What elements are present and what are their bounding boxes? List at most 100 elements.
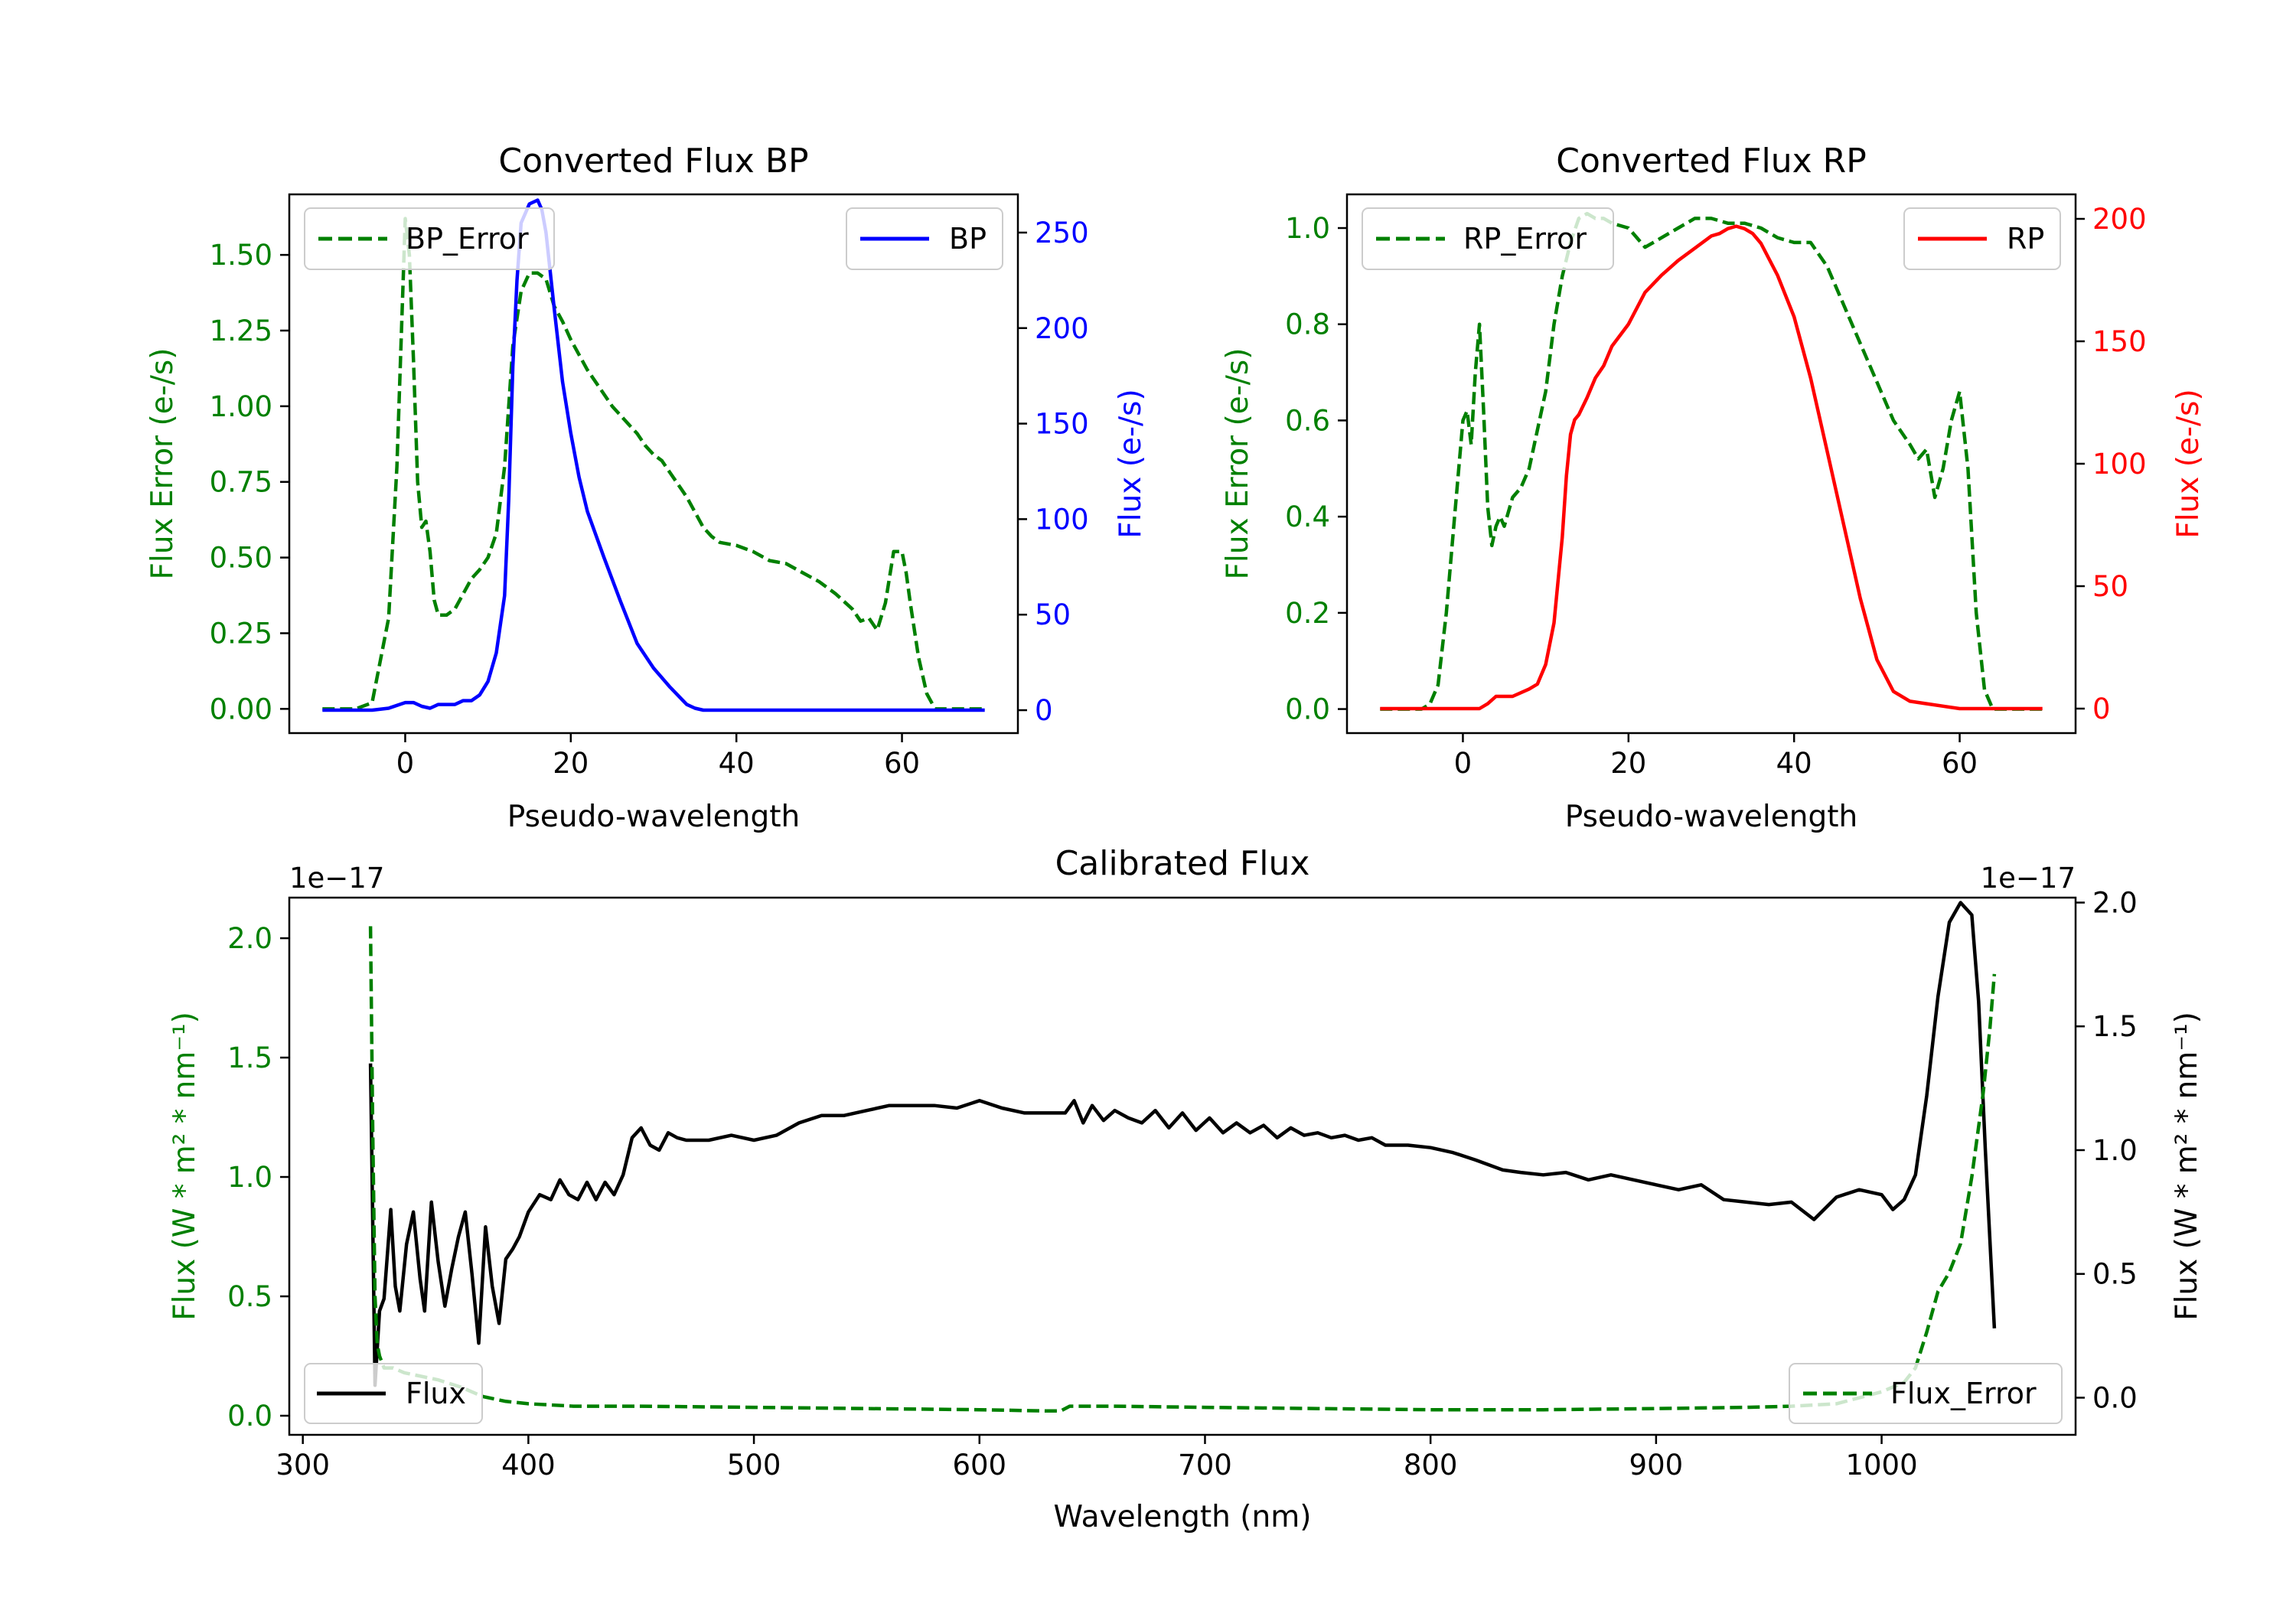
calibrated-x-ticks: 300 400 500 600 700 800 900 1000 (276, 1449, 1917, 1482)
rp-xtick-label: 60 (1942, 747, 1978, 780)
bp-panel: Converted Flux BP 0 20 40 60 0.00 0.25 0… (145, 142, 1148, 834)
rp-right-y-ticks: 0 50 100 150 200 (2092, 203, 2147, 725)
calibrated-left-ytick-label: 0.5 (227, 1280, 272, 1313)
calibrated-right-ytick-label: 0.5 (2092, 1258, 2138, 1291)
bp-right-ytick-label: 200 (1035, 312, 1089, 345)
rp-left-y-ticks: 0.0 0.2 0.4 0.6 0.8 1.0 (1285, 212, 1330, 726)
rp-title: Converted Flux RP (1556, 142, 1867, 181)
calibrated-legend-right-box (1789, 1363, 2063, 1424)
bp-legend-left-label: BP_Error (406, 222, 529, 256)
rp-xtick-label: 20 (1610, 747, 1646, 780)
calibrated-xtick-label: 500 (727, 1449, 781, 1482)
calibrated-xtick-label: 700 (1178, 1449, 1232, 1482)
bp-left-ytick-label: 0.50 (210, 542, 272, 575)
bp-series-bp-error-line (322, 217, 985, 711)
calibrated-title: Calibrated Flux (1055, 844, 1310, 883)
bp-x-axis-label: Pseudo-wavelength (507, 800, 800, 834)
bp-xtick-label: 20 (553, 747, 589, 780)
rp-left-ytick-label: 0.2 (1285, 597, 1330, 630)
bp-legend-left: BP_Error (304, 207, 555, 270)
calibrated-xtick-label: 400 (501, 1449, 556, 1482)
rp-left-ytick-label: 0.0 (1285, 693, 1330, 726)
rp-right-ytick-label: 0 (2092, 693, 2111, 725)
rp-x-ticks: 0 20 40 60 (1454, 747, 1978, 780)
calibrated-right-offset: 1e−17 (1981, 862, 2076, 895)
calibrated-axes-frame (288, 896, 2077, 1436)
rp-series-rp-error-line (1380, 211, 2043, 711)
bp-left-ytick-label: 0.25 (210, 617, 272, 650)
rp-xtick-label: 0 (1454, 747, 1473, 780)
rp-left-ytick-label: 0.8 (1285, 308, 1330, 341)
rp-right-ytick-label: 100 (2092, 448, 2147, 481)
bp-right-ytick-label: 0 (1035, 694, 1053, 727)
bp-xtick-label: 60 (884, 747, 920, 780)
bp-x-ticks: 0 20 40 60 (396, 747, 920, 780)
bp-right-y-axis-label: Flux (e-/s) (1114, 389, 1148, 538)
bp-right-y-ticks: 0 50 100 150 200 250 (1035, 217, 1089, 727)
rp-plot-area (1380, 211, 2043, 711)
bp-legend-left-box (304, 207, 555, 270)
calibrated-left-ytick-label: 0.0 (227, 1400, 272, 1433)
calibrated-panel: Calibrated Flux 1e−17 1e−17 300 400 500 … (168, 844, 2204, 1534)
rp-right-y-axis-label: Flux (e-/s) (2171, 389, 2206, 538)
bp-xtick-label: 40 (719, 747, 755, 780)
bp-left-ytick-label: 1.25 (210, 315, 272, 347)
bp-xtick-label: 0 (396, 747, 415, 780)
calibrated-legend-left-box (304, 1363, 483, 1424)
rp-right-ytick-label: 200 (2092, 203, 2147, 236)
bp-left-y-ticks: 0.00 0.25 0.50 0.75 1.00 1.25 1.50 (210, 239, 272, 725)
bp-right-ytick-label: 100 (1035, 503, 1089, 536)
rp-legend-left-label: RP_Error (1463, 222, 1587, 256)
rp-left-ytick-label: 0.6 (1285, 404, 1330, 437)
calibrated-legend-right-label: Flux_Error (1890, 1377, 2037, 1410)
rp-right-ytick-label: 150 (2092, 325, 2147, 358)
rp-legend-right: RP (1903, 207, 2061, 270)
bp-title: Converted Flux BP (498, 142, 808, 181)
calibrated-xtick-label: 1000 (1845, 1449, 1917, 1482)
rp-left-ytick-label: 0.4 (1285, 500, 1330, 533)
bp-right-ytick-label: 50 (1035, 598, 1071, 631)
calibrated-legend-right: Flux_Error (1789, 1363, 2063, 1424)
calibrated-left-ytick-label: 1.5 (227, 1041, 272, 1074)
calibrated-left-ytick-label: 1.0 (227, 1161, 272, 1194)
bp-left-ytick-label: 0.75 (210, 466, 272, 499)
cal-series-flux-line (368, 901, 1997, 1387)
bp-axes-frame (288, 193, 1019, 735)
bp-left-ytick-label: 1.00 (210, 390, 272, 423)
rp-panel: Converted Flux RP 0 20 40 60 0.0 0.2 0.4… (1221, 142, 2206, 834)
rp-legend-right-label: RP (2007, 222, 2044, 256)
rp-left-ytick-label: 1.0 (1285, 212, 1330, 245)
calibrated-xtick-label: 900 (1629, 1449, 1684, 1482)
calibrated-right-y-ticks: 0.0 0.5 1.0 1.5 2.0 (2092, 886, 2138, 1414)
rp-right-ytick-label: 50 (2092, 570, 2128, 603)
calibrated-xtick-label: 600 (952, 1449, 1006, 1482)
bp-legend-right: BP (846, 207, 1003, 270)
bp-left-ytick-label: 0.00 (210, 693, 272, 725)
calibrated-legend-left-label: Flux (406, 1377, 466, 1410)
rp-legend-left-box (1362, 207, 1614, 270)
calibrated-right-ytick-label: 0.0 (2092, 1381, 2138, 1414)
calibrated-right-ytick-label: 2.0 (2092, 886, 2138, 919)
rp-x-axis-label: Pseudo-wavelength (1565, 800, 1857, 834)
calibrated-x-axis-label: Wavelength (nm) (1054, 1500, 1312, 1534)
bp-right-ytick-label: 150 (1035, 408, 1089, 441)
calibrated-right-ytick-label: 1.5 (2092, 1010, 2138, 1043)
calibrated-right-ytick-label: 1.0 (2092, 1134, 2138, 1167)
calibrated-left-y-axis-label: Flux (W * m² * nm⁻¹) (168, 1012, 202, 1321)
rp-xtick-label: 40 (1776, 747, 1812, 780)
bp-left-y-axis-label: Flux Error (e-/s) (145, 348, 180, 580)
calibrated-legend-left: Flux (304, 1363, 483, 1424)
rp-series-rp-line (1380, 224, 2043, 711)
calibrated-right-y-axis-label: Flux (W * m² * nm⁻¹) (2170, 1012, 2204, 1321)
rp-left-y-axis-label: Flux Error (e-/s) (1221, 348, 1255, 580)
calibrated-left-ytick-label: 2.0 (227, 922, 272, 955)
calibrated-xtick-label: 300 (276, 1449, 330, 1482)
calibrated-xtick-label: 800 (1404, 1449, 1458, 1482)
calibrated-left-y-ticks: 0.0 0.5 1.0 1.5 2.0 (227, 922, 272, 1433)
bp-left-ytick-label: 1.50 (210, 239, 272, 272)
bp-legend-right-label: BP (949, 222, 987, 256)
rp-legend-left: RP_Error (1362, 207, 1614, 270)
calibrated-left-offset: 1e−17 (289, 862, 384, 895)
bp-right-ytick-label: 250 (1035, 217, 1089, 249)
